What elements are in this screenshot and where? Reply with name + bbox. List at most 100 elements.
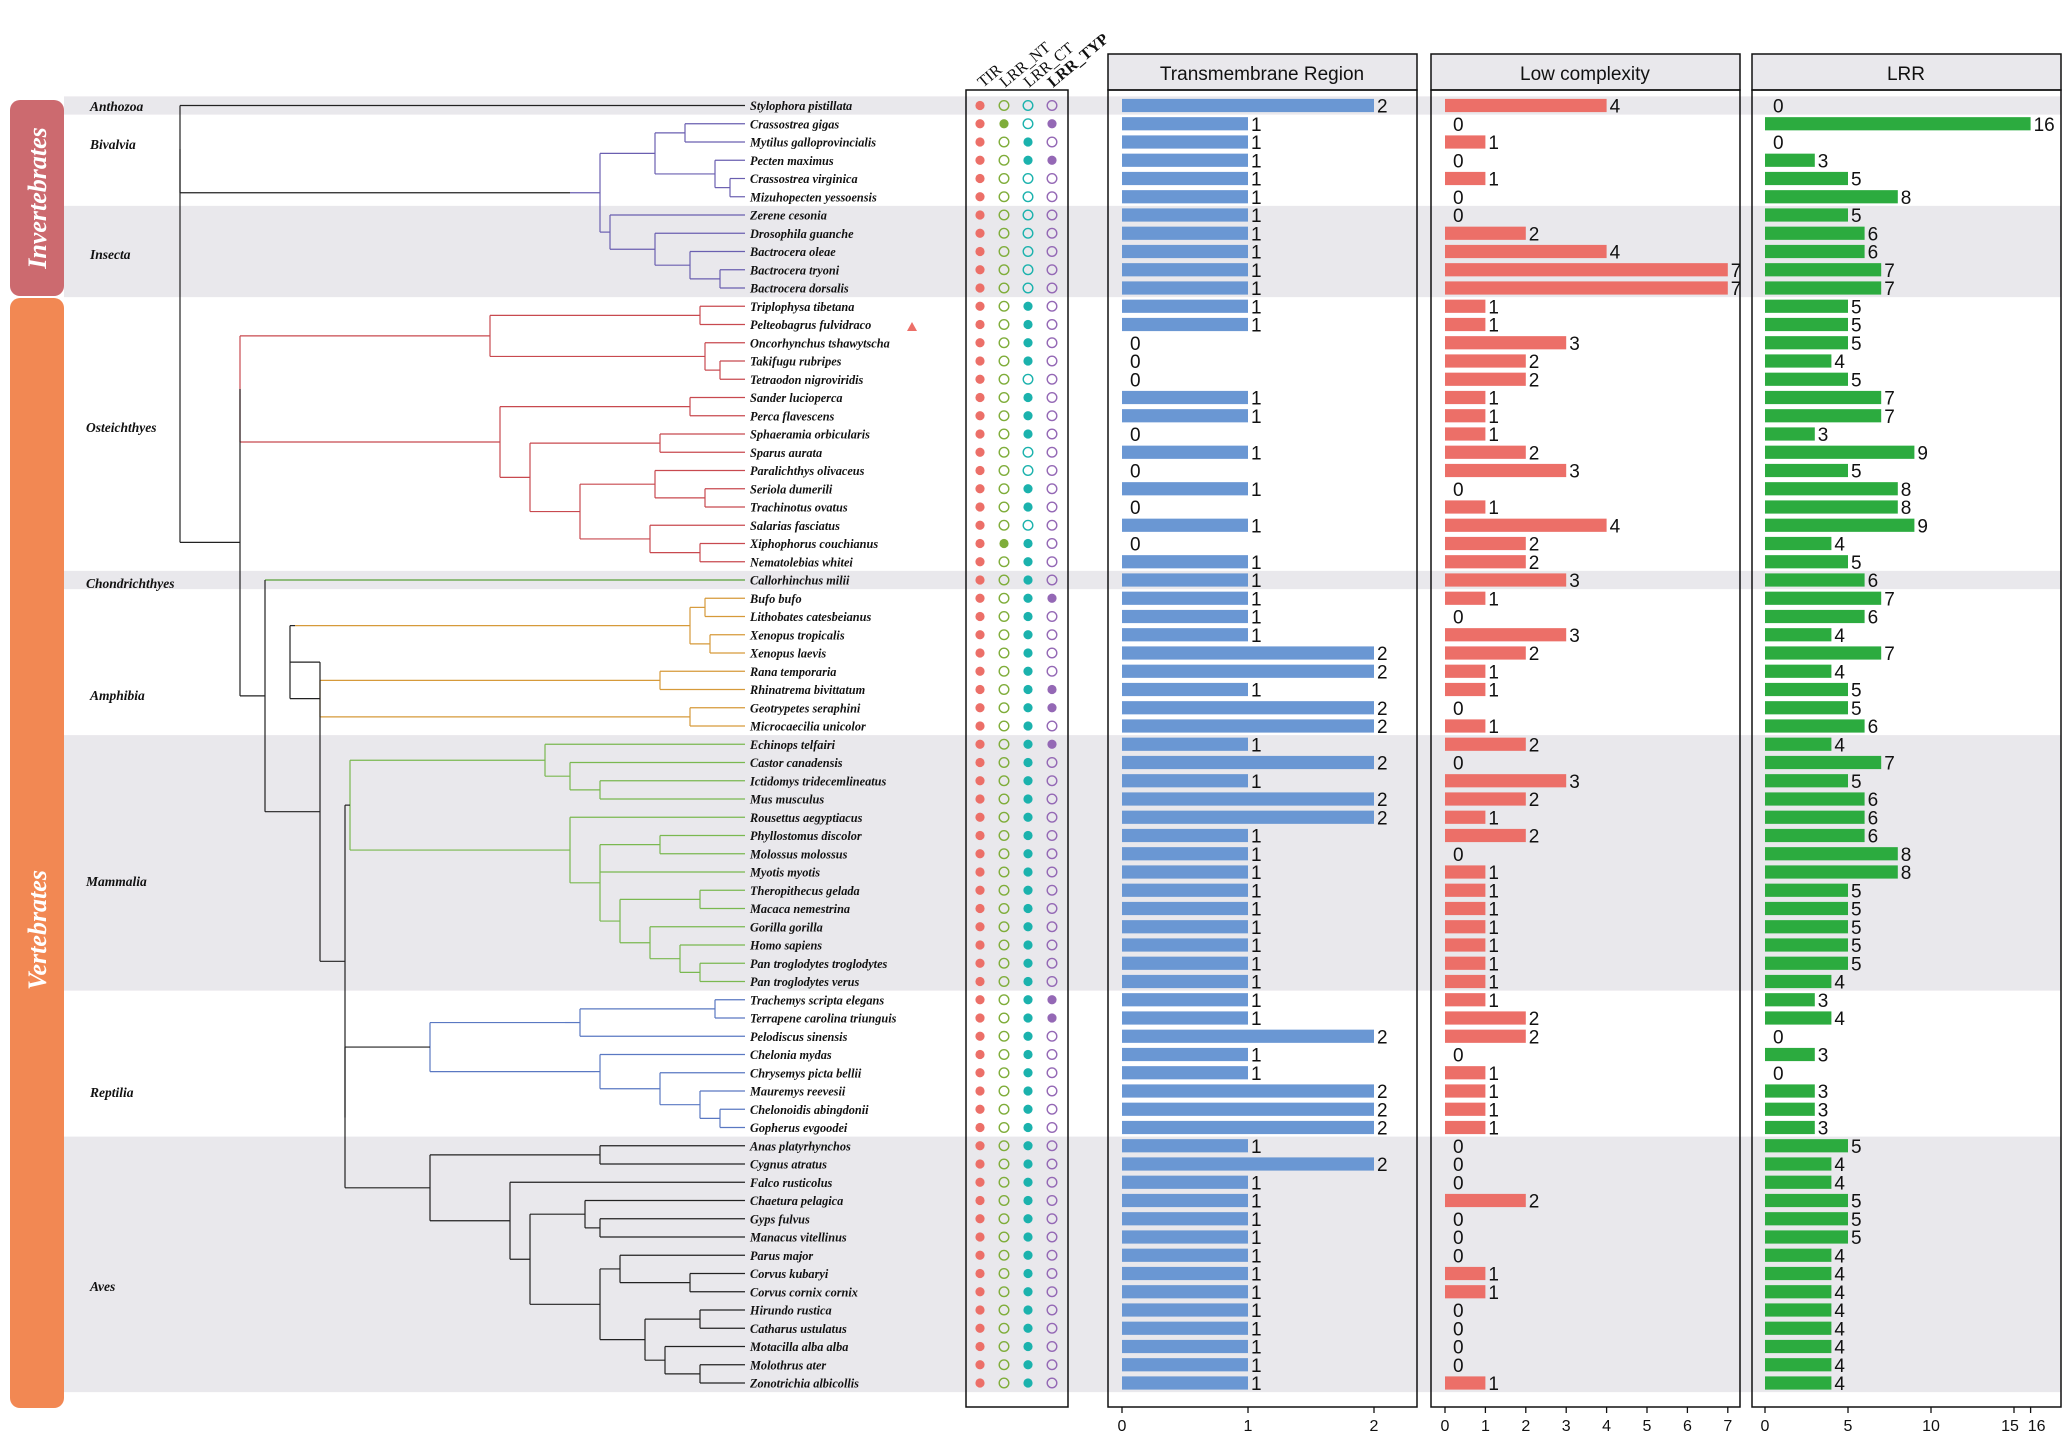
species-label: Gyps fulvus — [750, 1212, 810, 1226]
domain-dot-ct — [1023, 976, 1033, 987]
domain-dot-nt — [998, 1322, 1010, 1334]
domain-dot-nt — [998, 1012, 1010, 1024]
bar-value-label: 5 — [1851, 1228, 1862, 1249]
clade-label: Bivalvia — [89, 137, 136, 152]
species-label: Gorilla gorilla — [750, 920, 823, 934]
bar-value-label: 0 — [1130, 370, 1141, 391]
bar-value-label: 1 — [1251, 206, 1262, 227]
domain-dot-typ — [1046, 245, 1058, 257]
domain-dot-tir — [975, 520, 985, 530]
axis-tick-label: 2 — [1521, 1418, 1530, 1435]
domain-dot-typ — [1046, 866, 1058, 878]
species-label: Pelteobagrus fulvidraco — [750, 318, 871, 332]
bar — [1122, 1212, 1248, 1226]
domain-dot-ct — [1023, 1013, 1033, 1023]
bar-value-label: 0 — [1453, 1210, 1464, 1231]
bar — [1445, 445, 1526, 459]
domain-dot-tir — [975, 374, 985, 384]
bar-value-label: 4 — [1834, 1173, 1845, 1194]
bar-value-label: 1 — [1251, 954, 1262, 975]
domain-dot-typ — [1046, 1030, 1058, 1042]
domain-dot-nt — [998, 738, 1010, 750]
bar-value-label: 0 — [1453, 699, 1464, 720]
bar — [1445, 281, 1728, 295]
domain-dot-nt — [998, 1213, 1010, 1225]
bar-value-label: 1 — [1251, 553, 1262, 574]
domain-dot-typ — [1046, 465, 1058, 477]
species-label: Ictidomys tridecemlineatus — [749, 774, 886, 788]
panel-low-complexity: Low complexity 4010100247711322111230142… — [1430, 53, 1741, 1408]
domain-dot-nt — [998, 1121, 1010, 1133]
bar-value-label: 2 — [1377, 1082, 1388, 1103]
domain-dot-tir — [975, 1250, 985, 1260]
domain-dot-nt — [998, 939, 1010, 951]
bar — [1445, 956, 1486, 970]
domain-dot-ct — [1023, 830, 1033, 841]
domain-dot-tir — [975, 119, 985, 129]
bar — [1122, 244, 1248, 259]
bar — [1122, 901, 1248, 916]
domain-dot-tir — [975, 1104, 985, 1114]
bar-value-label: 1 — [1251, 516, 1262, 537]
domain-dot-typ — [1046, 1286, 1058, 1298]
domain-dot-ct — [1023, 648, 1033, 658]
bar-value-label: 5 — [1851, 1210, 1862, 1231]
species-label: Crassostrea gigas — [750, 117, 839, 131]
domain-dot-typ — [1046, 1267, 1058, 1279]
domain-dot-typ — [1046, 1304, 1058, 1316]
axis-tick-label: 0 — [1441, 1418, 1450, 1435]
axis-tick-label: 4 — [1602, 1418, 1611, 1435]
bar — [1765, 883, 1848, 897]
domain-dot-ct — [1023, 137, 1033, 147]
clade-labels: Anthozoa Bivalvia Insecta Osteichthyes C… — [85, 99, 175, 1294]
bar — [1765, 591, 1882, 605]
bar-value-label: 0 — [1453, 1173, 1464, 1194]
bar-value-label: 1 — [1251, 1064, 1262, 1085]
bar-value-label: 4 — [1834, 1155, 1845, 1176]
species-label: Chelonoidis abingdonii — [750, 1103, 869, 1117]
axis-tick-label: 16 — [2028, 1418, 2046, 1435]
bar — [1765, 719, 1865, 733]
bar-value-label: 6 — [1868, 608, 1879, 629]
bar-value-label: 2 — [1529, 1027, 1540, 1048]
domain-dot-tir — [975, 1177, 985, 1187]
domain-dot-tir — [975, 630, 985, 640]
domain-dot-nt — [998, 501, 1010, 513]
bar — [1122, 299, 1248, 313]
species-label: Trachemys scripta elegans — [750, 993, 884, 1007]
bar-value-label: 0 — [1453, 608, 1464, 629]
domain-dot-tir — [975, 1049, 985, 1060]
bar — [1122, 755, 1374, 770]
bar — [1765, 938, 1848, 952]
bar-value-label: 3 — [1569, 462, 1580, 483]
bar — [1122, 208, 1248, 222]
bar-value-label: 1 — [1251, 973, 1262, 994]
domain-dot-tir — [975, 100, 985, 111]
bar-value-label: 2 — [1529, 735, 1540, 756]
bar-value-label: 0 — [1453, 754, 1464, 775]
bar — [1122, 573, 1248, 587]
domain-dot-ct — [1023, 1360, 1033, 1370]
bar — [1445, 974, 1486, 989]
domain-dot-typ — [1046, 1340, 1058, 1352]
bar-value-label: 2 — [1377, 1027, 1388, 1048]
species-label: Molothrus ater — [749, 1358, 826, 1372]
bar — [1765, 244, 1865, 259]
clade-band — [64, 205, 2061, 298]
bar-value-label: 7 — [1884, 261, 1895, 282]
bar-value-label: 5 — [1851, 297, 1862, 318]
domain-dot-tir — [975, 794, 985, 804]
panel-frame — [1430, 89, 1741, 1408]
bar — [1445, 244, 1607, 259]
domain-dot-ct — [1023, 429, 1033, 439]
domain-dot-tir — [975, 648, 985, 658]
bar — [1445, 427, 1486, 441]
domain-dot-ct — [1022, 465, 1034, 477]
domain-dot-nt — [998, 629, 1010, 641]
phylogenetic-tree — [179, 104, 745, 1384]
domain-dot-nt — [998, 592, 1010, 604]
bar-value-label: 1 — [1488, 407, 1499, 428]
domain-dot-typ — [1046, 830, 1058, 842]
species-label: Catharus ustulatus — [750, 1322, 847, 1336]
domain-dot-nt — [998, 556, 1010, 568]
